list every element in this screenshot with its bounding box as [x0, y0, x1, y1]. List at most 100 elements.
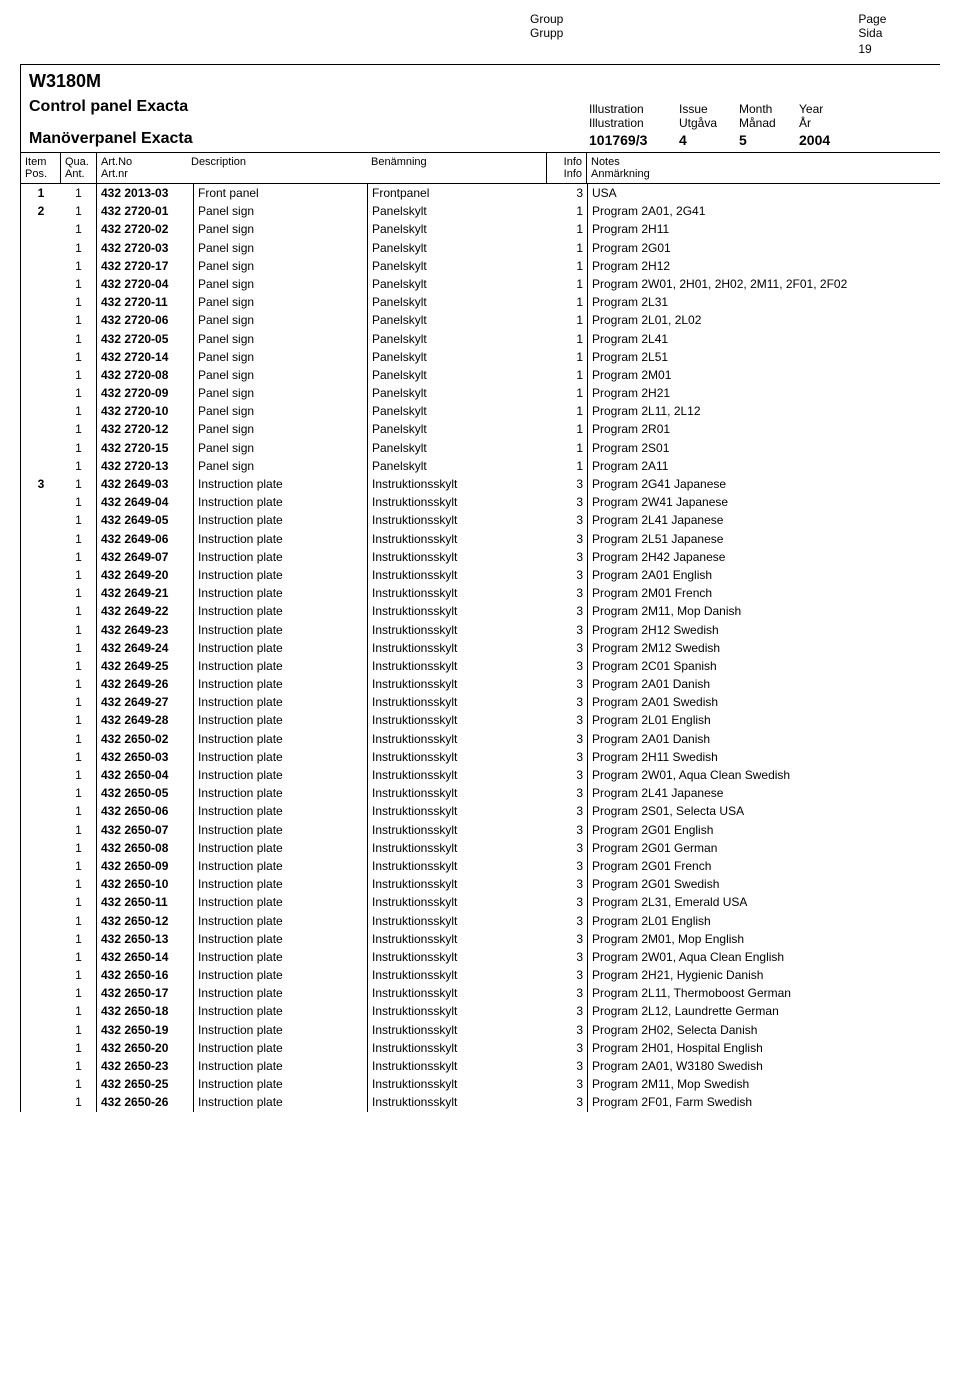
cell-item: [21, 511, 61, 529]
cell-benamning: Instruktionsskylt: [367, 693, 547, 711]
cell-info: 3: [547, 584, 587, 602]
cell-art-no: 432 2650-18: [97, 1002, 193, 1020]
cell-info: 3: [547, 1039, 587, 1057]
cell-item: [21, 1093, 61, 1111]
cell-description: Panel sign: [193, 220, 367, 238]
table-row: 11432 2013-03Front panelFrontpanel3USA: [21, 184, 940, 202]
page-number: 19: [858, 42, 886, 56]
cell-art-no: 432 2650-02: [97, 730, 193, 748]
cell-description: Instruction plate: [193, 548, 367, 566]
cell-item: [21, 675, 61, 693]
cell-description: Instruction plate: [193, 912, 367, 930]
cell-benamning: Panelskylt: [367, 220, 547, 238]
cell-item: [21, 548, 61, 566]
cell-benamning: Panelskylt: [367, 420, 547, 438]
cell-info: 3: [547, 784, 587, 802]
cell-benamning: Panelskylt: [367, 366, 547, 384]
cell-qty: 1: [61, 675, 97, 693]
cell-qty: 1: [61, 693, 97, 711]
cell-qty: 1: [61, 330, 97, 348]
cell-benamning: Frontpanel: [367, 184, 547, 202]
group-label-col: Group Grupp: [530, 12, 563, 56]
table-row: 1432 2720-04Panel signPanelskylt1Program…: [21, 275, 940, 293]
cell-art-no: 432 2720-13: [97, 457, 193, 475]
label-month-en: Month: [739, 102, 799, 116]
cell-notes: Program 2L11, 2L12: [587, 402, 940, 420]
cell-art-no: 432 2650-04: [97, 766, 193, 784]
cell-info: 1: [547, 275, 587, 293]
table-row: 1432 2650-06Instruction plateInstruktion…: [21, 802, 940, 820]
cell-info: 1: [547, 384, 587, 402]
cell-benamning: Panelskylt: [367, 402, 547, 420]
label-illustration-en: Illustration: [589, 102, 679, 116]
cell-info: 1: [547, 220, 587, 238]
header-row-1b: . Illustration Utgåva Månad År: [29, 116, 932, 130]
cell-qty: 1: [61, 784, 97, 802]
cell-benamning: Instruktionsskylt: [367, 621, 547, 639]
document-frame: W3180M Control panel Exacta Illustration…: [20, 64, 940, 1112]
table-row: 1432 2650-07Instruction plateInstruktion…: [21, 821, 940, 839]
cell-benamning: Instruktionsskylt: [367, 1021, 547, 1039]
cell-info: 3: [547, 839, 587, 857]
cell-notes: Program 2A01 Danish: [587, 730, 940, 748]
cell-item: [21, 402, 61, 420]
cell-notes: Program 2A01 English: [587, 566, 940, 584]
table-row: 1432 2650-26Instruction plateInstruktion…: [21, 1093, 940, 1111]
table-row: 1432 2650-20Instruction plateInstruktion…: [21, 1039, 940, 1057]
cell-notes: Program 2M01 French: [587, 584, 940, 602]
cell-item: [21, 875, 61, 893]
cell-description: Instruction plate: [193, 639, 367, 657]
cell-info: 3: [547, 948, 587, 966]
cell-info: 3: [547, 1057, 587, 1075]
cell-info: 3: [547, 184, 587, 202]
cell-info: 1: [547, 257, 587, 275]
cell-benamning: Instruktionsskylt: [367, 912, 547, 930]
cell-info: 3: [547, 875, 587, 893]
table-row: 1432 2649-04Instruction plateInstruktion…: [21, 493, 940, 511]
table-row: 1432 2649-05Instruction plateInstruktion…: [21, 511, 940, 529]
cell-notes: Program 2L41 Japanese: [587, 784, 940, 802]
cell-description: Panel sign: [193, 202, 367, 220]
cell-art-no: 432 2720-12: [97, 420, 193, 438]
cell-notes: Program 2A01 Danish: [587, 675, 940, 693]
cell-description: Panel sign: [193, 402, 367, 420]
cell-qty: 1: [61, 1039, 97, 1057]
cell-info: 1: [547, 457, 587, 475]
cell-qty: 1: [61, 766, 97, 784]
cell-benamning: Instruktionsskylt: [367, 1075, 547, 1093]
cell-description: Instruction plate: [193, 966, 367, 984]
cell-art-no: 432 2720-17: [97, 257, 193, 275]
cell-notes: Program 2S01, Selecta USA: [587, 802, 940, 820]
cell-benamning: Instruktionsskylt: [367, 548, 547, 566]
cell-description: Instruction plate: [193, 857, 367, 875]
cell-art-no: 432 2720-03: [97, 239, 193, 257]
cell-art-no: 432 2650-07: [97, 821, 193, 839]
table-row: 1432 2650-14Instruction plateInstruktion…: [21, 948, 940, 966]
cell-notes: Program 2W01, Aqua Clean English: [587, 948, 940, 966]
cell-benamning: Instruktionsskylt: [367, 1039, 547, 1057]
cell-description: Panel sign: [193, 384, 367, 402]
table-row: 1432 2650-19Instruction plateInstruktion…: [21, 1021, 940, 1039]
cell-benamning: Instruktionsskylt: [367, 821, 547, 839]
cell-notes: Program 2M01, Mop English: [587, 930, 940, 948]
cell-art-no: 432 2650-13: [97, 930, 193, 948]
cell-info: 3: [547, 857, 587, 875]
cell-notes: Program 2L51: [587, 348, 940, 366]
cell-benamning: Instruktionsskylt: [367, 1093, 547, 1111]
cell-qty: 1: [61, 893, 97, 911]
cell-benamning: Panelskylt: [367, 330, 547, 348]
cell-art-no: 432 2649-26: [97, 675, 193, 693]
cell-notes: Program 2S01: [587, 439, 940, 457]
cell-notes: Program 2H01, Hospital English: [587, 1039, 940, 1057]
cell-description: Instruction plate: [193, 748, 367, 766]
col-notes-en: Notes: [591, 156, 936, 168]
cell-qty: 1: [61, 439, 97, 457]
table-row: 1432 2650-10Instruction plateInstruktion…: [21, 875, 940, 893]
cell-art-no: 432 2649-25: [97, 657, 193, 675]
table-row: 1432 2649-07Instruction plateInstruktion…: [21, 548, 940, 566]
cell-item: [21, 912, 61, 930]
table-row: 1432 2650-25Instruction plateInstruktion…: [21, 1075, 940, 1093]
cell-art-no: 432 2649-23: [97, 621, 193, 639]
cell-qty: 1: [61, 802, 97, 820]
cell-qty: 1: [61, 239, 97, 257]
